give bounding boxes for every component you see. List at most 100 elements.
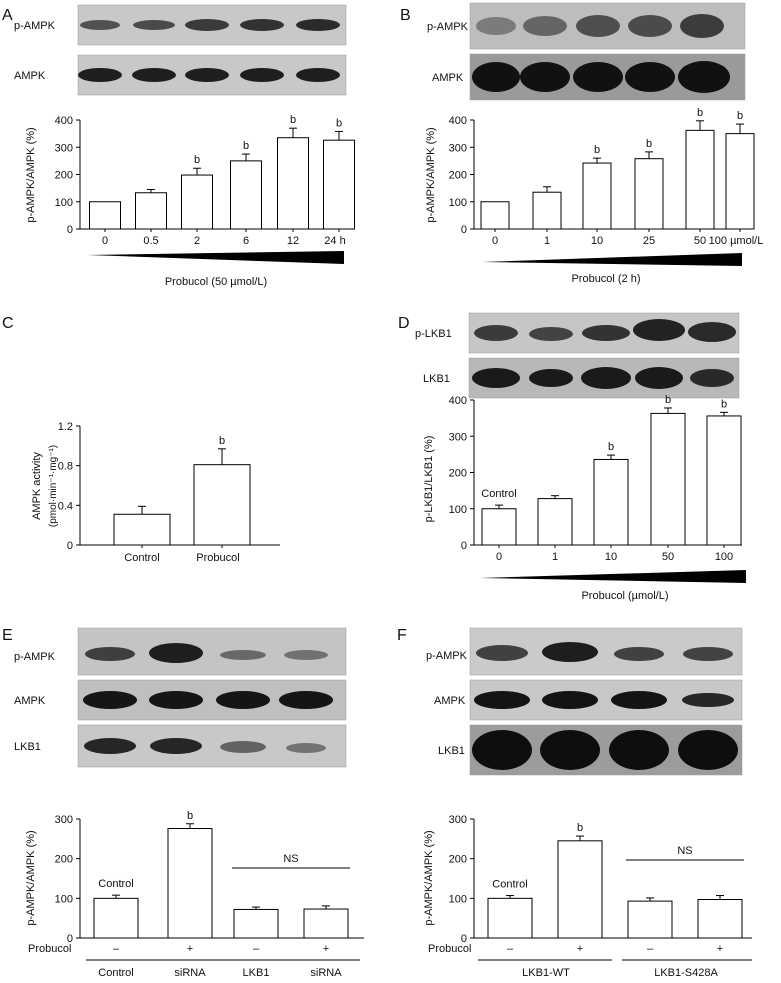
bar <box>135 192 167 230</box>
y-tick-label: 300 <box>55 814 73 826</box>
bar <box>725 133 755 230</box>
bar <box>706 415 742 546</box>
significance-label: b <box>336 117 342 129</box>
significance-label: b <box>243 140 249 152</box>
panel-d-blot-2-label: LKB1 <box>423 373 450 385</box>
panel-f-blot-2-bands <box>474 691 734 709</box>
band <box>633 319 685 341</box>
band <box>472 62 520 92</box>
panel-d-wedge <box>480 570 746 583</box>
panel-a: A p-AMPK AMPK 0 100 200 300 400 0 0.5 b 2 b 6 b 12 b 2… <box>2 4 355 288</box>
band <box>625 62 675 92</box>
panel-d-chart: 0 100 200 300 400 0 1 b 10 b 50 b 100 Control <box>449 394 742 563</box>
band <box>576 15 620 37</box>
y-tick-label: 200 <box>449 468 467 480</box>
band <box>472 368 520 388</box>
panel-f-sign-3: – <box>647 943 654 955</box>
panel-e-blot-1-bands <box>85 643 328 663</box>
x-tick-label: 0 <box>492 235 498 247</box>
panel-f-sign-4: + <box>717 943 723 955</box>
band <box>133 20 175 30</box>
panel-d-blot-2-bands <box>472 367 734 389</box>
band <box>540 730 600 770</box>
band <box>523 16 567 36</box>
y-tick-label: 200 <box>449 170 467 182</box>
panel-b-letter: B <box>400 7 411 24</box>
band <box>150 738 202 754</box>
y-tick-label: 0.8 <box>58 461 73 473</box>
panel-e-blot-3-label: LKB1 <box>14 741 41 753</box>
band <box>132 68 176 82</box>
panel-f-blot-3-label: LKB1 <box>438 745 465 757</box>
y-tick-label: 100 <box>449 197 467 209</box>
panel-e: E p-AMPK AMPK LKB1 0 100 200 300 b Control p-… <box>2 627 364 979</box>
significance-label: b <box>697 107 703 119</box>
y-tick-label: 300 <box>449 142 467 154</box>
panel-a-wedge <box>88 251 344 264</box>
bar <box>697 899 743 939</box>
band <box>279 691 333 709</box>
bar <box>277 137 309 230</box>
panel-f-ns-label: NS <box>677 845 692 857</box>
y-tick-label: 100 <box>55 197 73 209</box>
panel-b-blot-2-label: AMPK <box>432 72 464 84</box>
panel-a-chart: 0 100 200 300 400 0 0.5 b 2 b 6 b 12 b 24 h <box>55 114 355 247</box>
control-bar-label: Control <box>98 878 133 890</box>
panel-d-blot-1-label: p-LKB1 <box>415 328 452 340</box>
x-tick-label: 0 <box>102 235 108 247</box>
panel-b-ylabel: p-AMPK/AMPK (%) <box>425 127 437 222</box>
bar <box>89 201 121 230</box>
panel-e-letter: E <box>2 627 13 644</box>
panel-b-wedge <box>482 253 742 266</box>
bar <box>593 458 629 546</box>
panel-a-blot-2-label: AMPK <box>14 70 46 82</box>
band <box>690 369 734 387</box>
y-tick-label: 300 <box>55 142 73 154</box>
significance-label: b <box>187 810 193 822</box>
panel-c: C 0 0.4 0.8 1.2 Control b Probucol AMPK activi… <box>2 315 280 564</box>
band <box>581 367 631 389</box>
bar <box>685 129 715 230</box>
panel-e-group-label-2: siRNA <box>174 967 206 979</box>
panel-b-blot-1-bands <box>476 14 724 38</box>
panel-f-blot-1-label: p-AMPK <box>426 650 468 662</box>
y-tick-label: 400 <box>449 115 467 127</box>
bar <box>303 908 349 939</box>
panel-e-blot-2-label: AMPK <box>14 695 46 707</box>
y-tick-label: 400 <box>449 395 467 407</box>
x-tick-label: 100 µmol/L <box>709 235 764 247</box>
y-tick-label: 100 <box>449 893 467 905</box>
significance-label: b <box>577 822 583 834</box>
band <box>542 642 598 662</box>
bar <box>487 897 533 939</box>
band <box>78 68 122 82</box>
panel-e-sign-3: – <box>253 943 260 955</box>
significance-label: b <box>594 144 600 156</box>
y-tick-label: 400 <box>55 115 73 127</box>
band <box>683 647 733 661</box>
bar <box>193 464 251 546</box>
panel-e-blot-2-bands <box>83 691 333 709</box>
bar <box>481 508 517 546</box>
panel-f-chart: 0 100 200 300 b Control <box>449 814 752 945</box>
bar <box>233 908 279 939</box>
band <box>85 647 135 661</box>
band <box>520 62 570 92</box>
band <box>611 691 667 709</box>
x-tick-label: Probucol <box>196 552 239 564</box>
y-tick-label: 0.4 <box>58 500 73 512</box>
significance-label: b <box>665 394 671 406</box>
panel-b: B p-AMPK AMPK 0 100 200 300 400 0 1 b 10 b 25 b 50 b 1… <box>400 2 764 285</box>
x-tick-label: 100 <box>715 551 733 563</box>
panel-f-sign-1: – <box>507 943 514 955</box>
band <box>216 691 270 709</box>
band <box>476 645 528 661</box>
control-bar-label: Control <box>492 879 527 891</box>
band <box>635 367 683 389</box>
panel-d-ylabel: p-LKB1/LKB1 (%) <box>423 436 435 523</box>
x-tick-label: 10 <box>591 235 603 247</box>
band <box>582 325 630 341</box>
y-tick-label: 200 <box>55 854 73 866</box>
x-tick-label: 10 <box>605 551 617 563</box>
